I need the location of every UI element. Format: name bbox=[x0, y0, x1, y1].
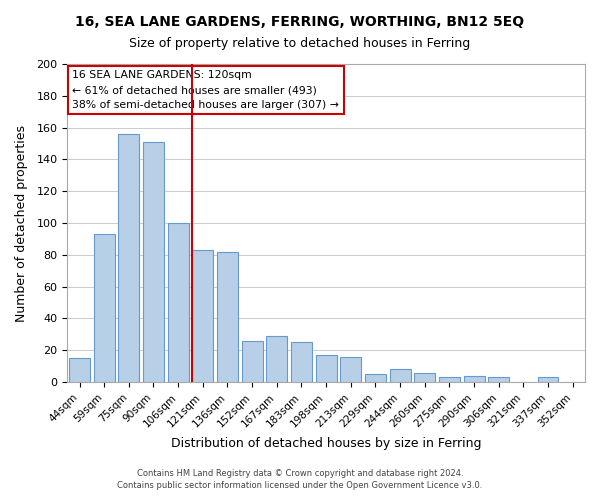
Bar bbox=[242, 340, 263, 382]
Bar bbox=[538, 378, 559, 382]
Y-axis label: Number of detached properties: Number of detached properties bbox=[15, 124, 28, 322]
Bar bbox=[193, 250, 213, 382]
Text: 16, SEA LANE GARDENS, FERRING, WORTHING, BN12 5EQ: 16, SEA LANE GARDENS, FERRING, WORTHING,… bbox=[76, 15, 524, 29]
Bar bbox=[340, 356, 361, 382]
Bar bbox=[143, 142, 164, 382]
Bar bbox=[94, 234, 115, 382]
Text: 16 SEA LANE GARDENS: 120sqm
← 61% of detached houses are smaller (493)
38% of se: 16 SEA LANE GARDENS: 120sqm ← 61% of det… bbox=[73, 70, 339, 110]
X-axis label: Distribution of detached houses by size in Ferring: Distribution of detached houses by size … bbox=[171, 437, 481, 450]
Bar bbox=[439, 378, 460, 382]
Bar bbox=[69, 358, 90, 382]
Bar bbox=[365, 374, 386, 382]
Bar bbox=[291, 342, 312, 382]
Bar bbox=[414, 372, 435, 382]
Bar bbox=[488, 378, 509, 382]
Text: Size of property relative to detached houses in Ferring: Size of property relative to detached ho… bbox=[130, 38, 470, 51]
Bar bbox=[464, 376, 485, 382]
Bar bbox=[316, 355, 337, 382]
Text: Contains HM Land Registry data © Crown copyright and database right 2024.
Contai: Contains HM Land Registry data © Crown c… bbox=[118, 468, 482, 490]
Bar bbox=[217, 252, 238, 382]
Bar bbox=[118, 134, 139, 382]
Bar bbox=[389, 370, 410, 382]
Bar bbox=[167, 223, 188, 382]
Bar bbox=[266, 336, 287, 382]
